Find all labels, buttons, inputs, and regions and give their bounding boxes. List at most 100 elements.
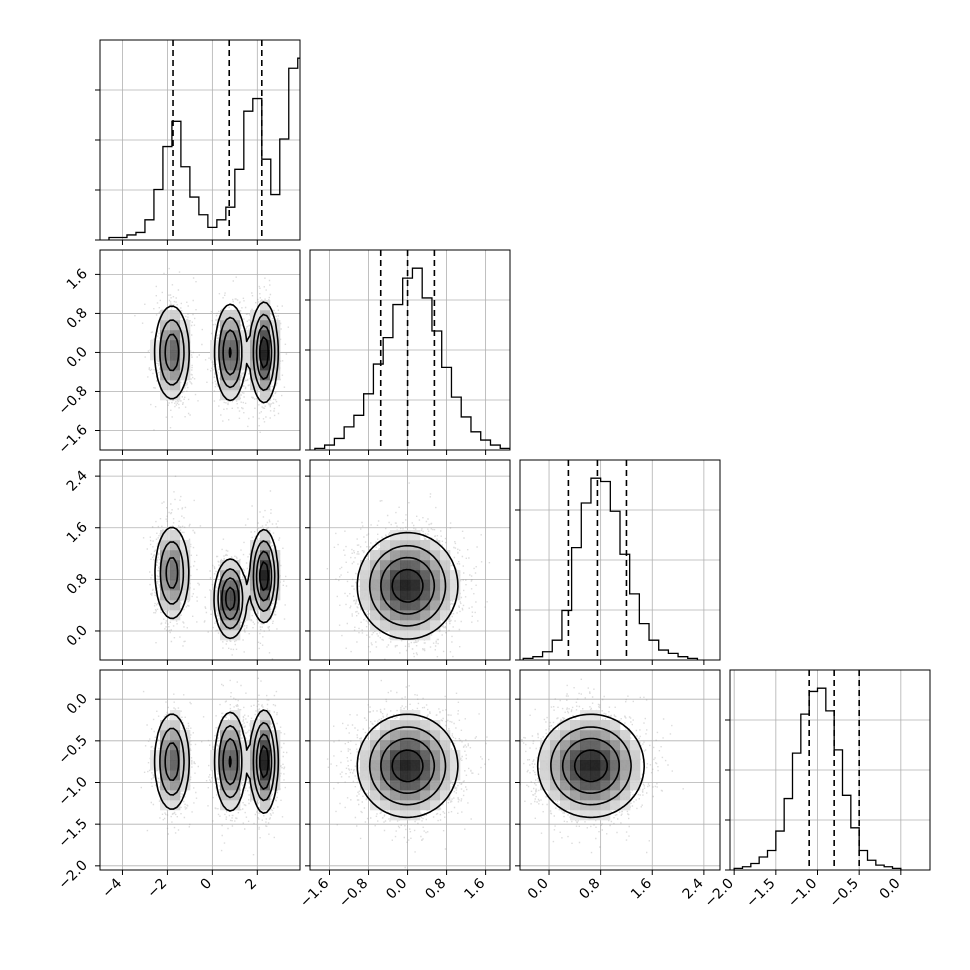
density-cell [260, 780, 271, 791]
density-cell [590, 720, 601, 731]
density-cell [170, 320, 181, 331]
density-cell [240, 600, 251, 611]
density-cell [260, 760, 271, 771]
density-cell [550, 790, 561, 801]
density-cell [400, 570, 411, 581]
density-cell [160, 360, 171, 371]
density-cell [270, 770, 281, 781]
density-cell [380, 560, 391, 571]
density-cell [230, 320, 241, 331]
contour-line [391, 749, 424, 783]
density-cell [170, 790, 181, 801]
density-cell [420, 590, 431, 601]
density-cell [230, 770, 241, 781]
density-cell [370, 760, 381, 771]
density-cell [570, 740, 581, 751]
density-cell [610, 780, 621, 791]
density-cell [220, 760, 231, 771]
density-cell [610, 770, 621, 781]
density-cell [160, 380, 171, 391]
density-cell [420, 770, 431, 781]
y-tick-label: −2.0 [55, 857, 90, 892]
density-cell [260, 720, 271, 731]
density-cell [160, 310, 171, 321]
density-cell [580, 750, 591, 761]
x-tick-label: −2 [144, 876, 170, 902]
density-cell [170, 570, 181, 581]
density-cell [240, 770, 251, 781]
density-cell [160, 330, 171, 341]
density-cell [170, 600, 181, 611]
contour-line [228, 336, 269, 369]
density-cell [450, 570, 461, 581]
histogram-step-p1 [314, 267, 510, 450]
contour-line [153, 301, 280, 404]
y-tick-label: 2.4 [64, 468, 91, 495]
density-cell [620, 790, 631, 801]
density-cell [250, 740, 261, 751]
density-cell [440, 610, 451, 621]
density-cell [600, 720, 611, 731]
y-tick-label: −1.5 [55, 816, 90, 851]
density-cell [160, 530, 171, 541]
panel-frame [99, 459, 301, 661]
density-cell [240, 340, 251, 351]
density-cell [540, 750, 551, 761]
x-tick-label: −4 [99, 875, 125, 901]
histogram-p1 [310, 250, 510, 450]
density-cell [170, 360, 181, 371]
density-cell [400, 610, 411, 621]
density-cell [220, 600, 231, 611]
density-cell [410, 780, 421, 791]
density-cell [580, 800, 591, 811]
density-cell [170, 800, 181, 811]
density-cell [550, 750, 561, 761]
density-cell [160, 720, 171, 731]
density-cell [390, 620, 401, 631]
density-cell [450, 760, 461, 771]
density-cell [160, 600, 171, 611]
density-cell [540, 760, 551, 771]
density-cell [430, 780, 441, 791]
density-cell [420, 620, 431, 631]
y-tick-label: 1.6 [64, 266, 91, 293]
density-cell [400, 630, 411, 641]
density-cell [410, 770, 421, 781]
density-cell [160, 540, 171, 551]
density-cell [210, 590, 221, 601]
density-cell [160, 570, 171, 581]
density-cell [220, 570, 231, 581]
density-cell [270, 730, 281, 741]
density-cell [230, 570, 241, 581]
density-cell [180, 560, 191, 571]
density-cell [590, 770, 601, 781]
density-cell [380, 590, 391, 601]
density-cell [430, 560, 441, 571]
density-cell [360, 750, 371, 761]
density-cell [400, 720, 411, 731]
density-cell [180, 370, 191, 381]
panel-frame [519, 669, 721, 871]
density-cell [260, 600, 271, 611]
contour-line [573, 749, 608, 783]
density-cell [400, 740, 411, 751]
density-cell [270, 370, 281, 381]
density-cell [370, 610, 381, 621]
density-cell [380, 610, 391, 621]
density-cell [590, 760, 601, 771]
density-cell [250, 560, 261, 571]
density-cell [180, 730, 191, 741]
density-cell [370, 750, 381, 761]
density-cell [580, 740, 591, 751]
density-cell [230, 340, 241, 351]
density-cell [430, 730, 441, 741]
density-cell [410, 580, 421, 591]
density-cell [430, 760, 441, 771]
density-cell [230, 780, 241, 791]
density-cell [630, 750, 641, 761]
density-cell [180, 780, 191, 791]
density-cell [410, 760, 421, 771]
histogram-p3 [730, 670, 930, 870]
density-cell [420, 760, 431, 771]
